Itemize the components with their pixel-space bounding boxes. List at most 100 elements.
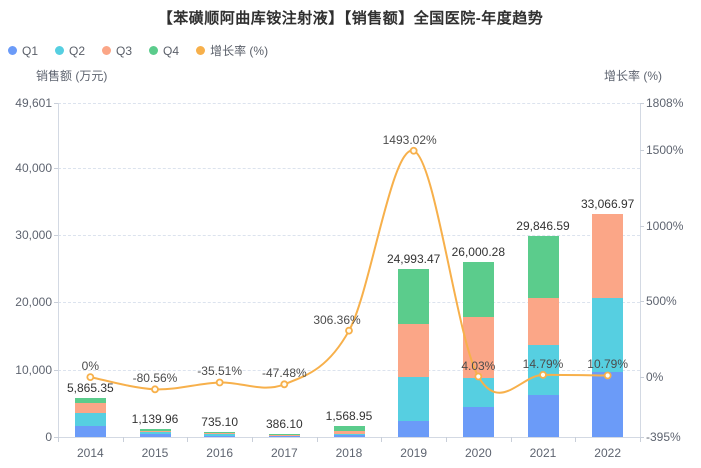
bar-2015-q2[interactable]	[139, 431, 171, 435]
line-marker[interactable]	[409, 146, 418, 155]
x-axis-label: 2021	[529, 446, 557, 460]
growth-rate-label: 10.79%	[587, 357, 628, 372]
left-axis-tickmark	[54, 437, 58, 438]
growth-rate-label: 1493.02%	[382, 132, 437, 147]
legend-label: Q3	[116, 43, 133, 58]
y-axis-tick-right: 0%	[646, 370, 664, 385]
right-axis-title: 增长率 (%)	[604, 69, 662, 83]
x-axis-label: 2015	[141, 446, 169, 460]
bar-2018-q4[interactable]	[333, 426, 365, 431]
right-axis-tickmark	[640, 103, 644, 104]
bar-2017-q4[interactable]	[268, 434, 300, 436]
growth-rate-label: -47.48%	[261, 366, 307, 381]
legend-dot-icon	[149, 46, 159, 55]
legend-item-q4[interactable]: Q4	[149, 44, 179, 58]
y-axis-tick-left: 10,000	[15, 362, 52, 377]
bar-2017-q2[interactable]	[268, 435, 300, 437]
growth-rate-label: 0%	[81, 359, 99, 374]
right-axis-tickmark	[640, 301, 644, 303]
bar-2015-q1[interactable]	[139, 434, 171, 437]
bar-2019-q4[interactable]	[398, 268, 430, 324]
left-axis-tickmark	[54, 234, 58, 236]
growth-rate-label: -35.51%	[197, 364, 242, 379]
line-marker[interactable]	[280, 380, 289, 389]
bar-2018-q2[interactable]	[333, 433, 365, 436]
line-marker[interactable]	[345, 326, 353, 335]
bar-2019-q2[interactable]	[398, 377, 430, 421]
x-axis-label: 2022	[594, 446, 621, 460]
bar-2016-q2[interactable]	[204, 433, 236, 436]
legend-item-q2[interactable]: Q2	[55, 44, 85, 58]
bar-2018-q3[interactable]	[333, 430, 365, 434]
gridline	[58, 103, 640, 104]
bar-2020-q2[interactable]	[462, 378, 494, 408]
bar-2016-q1[interactable]	[204, 435, 236, 437]
right-axis-tickmark	[640, 149, 644, 151]
bar-2014-q2[interactable]	[74, 412, 106, 426]
bar-2014-q3[interactable]	[74, 402, 106, 413]
bar-2022-q3[interactable]	[592, 214, 624, 298]
growth-rate-label: 306.36%	[313, 312, 361, 327]
y-axis-tick-left: 49,601	[15, 96, 52, 110]
line-marker[interactable]	[215, 378, 224, 387]
bar-total-label: 1,568.95	[325, 409, 373, 424]
x-axis-tickmark	[446, 437, 447, 442]
bar-total-label: 386.10	[265, 417, 303, 432]
legend-dot-icon	[196, 46, 206, 55]
right-axis-tickmark	[640, 437, 644, 438]
y-axis-tick-left: 30,000	[15, 227, 52, 242]
bar-2016-q4[interactable]	[204, 432, 236, 434]
x-axis-label: 2018	[335, 446, 363, 460]
bar-2017-q1[interactable]	[268, 436, 300, 438]
y-axis-tick-left: 20,000	[15, 295, 52, 310]
bar-2020-q4[interactable]	[462, 261, 494, 317]
x-axis-label: 2020	[464, 446, 492, 460]
line-marker[interactable]	[151, 385, 159, 394]
legend-item-q1[interactable]: Q1	[8, 44, 38, 58]
bar-2015-q4[interactable]	[139, 429, 171, 431]
bar-total-label: 33,066.97	[580, 197, 635, 212]
growth-rate-label: -80.56%	[132, 371, 178, 386]
right-axis-line	[640, 103, 641, 437]
bar-2014-q1[interactable]	[74, 425, 106, 437]
bar-2019-q1[interactable]	[398, 420, 430, 437]
x-axis-label: 2017	[270, 446, 298, 460]
x-axis-tickmark	[122, 437, 124, 442]
bar-2022-q1[interactable]	[592, 372, 624, 437]
bar-2021-q4[interactable]	[527, 236, 559, 298]
y-axis-tick-right: 1000%	[646, 218, 684, 233]
bar-2017-q3[interactable]	[268, 434, 300, 436]
growth-rate-label: 4.03%	[461, 358, 496, 373]
bar-2021-q3[interactable]	[527, 297, 559, 345]
bar-2016-q3[interactable]	[204, 432, 236, 434]
x-axis-tickmark	[381, 437, 383, 442]
bar-2020-q1[interactable]	[462, 407, 494, 437]
left-axis-tickmark	[54, 302, 58, 304]
bar-2014-q4[interactable]	[74, 397, 106, 403]
right-axis-tickmark	[640, 377, 644, 379]
x-axis-tickmark	[510, 437, 512, 442]
left-axis-tickmark	[54, 103, 58, 104]
legend-dot-icon	[8, 46, 17, 55]
right-axis-tickmark	[640, 225, 644, 227]
legend: Q1 Q2 Q3 Q4 增长率 (%)	[8, 42, 268, 59]
bar-2019-q3[interactable]	[398, 323, 430, 378]
legend-dot-icon	[102, 46, 112, 55]
y-axis-tick-left: 0	[45, 430, 52, 444]
x-axis-label: 2016	[206, 446, 233, 460]
bar-total-label: 26,000.28	[451, 244, 506, 259]
bar-2015-q3[interactable]	[139, 430, 171, 432]
legend-item-q3[interactable]: Q3	[102, 44, 132, 58]
line-marker[interactable]	[86, 373, 95, 382]
bar-2021-q1[interactable]	[527, 394, 559, 437]
x-axis-tickmark	[252, 437, 253, 442]
x-axis-label: 2019	[400, 446, 427, 460]
legend-dot-icon	[55, 46, 65, 55]
legend-item-growth-rate[interactable]: 增长率 (%)	[196, 42, 268, 59]
x-axis-line	[58, 437, 641, 438]
legend-label: Q1	[22, 43, 39, 58]
bar-2018-q1[interactable]	[333, 435, 365, 437]
x-axis-label: 2014	[76, 446, 104, 460]
bar-total-label: 1,139.96	[131, 412, 179, 427]
